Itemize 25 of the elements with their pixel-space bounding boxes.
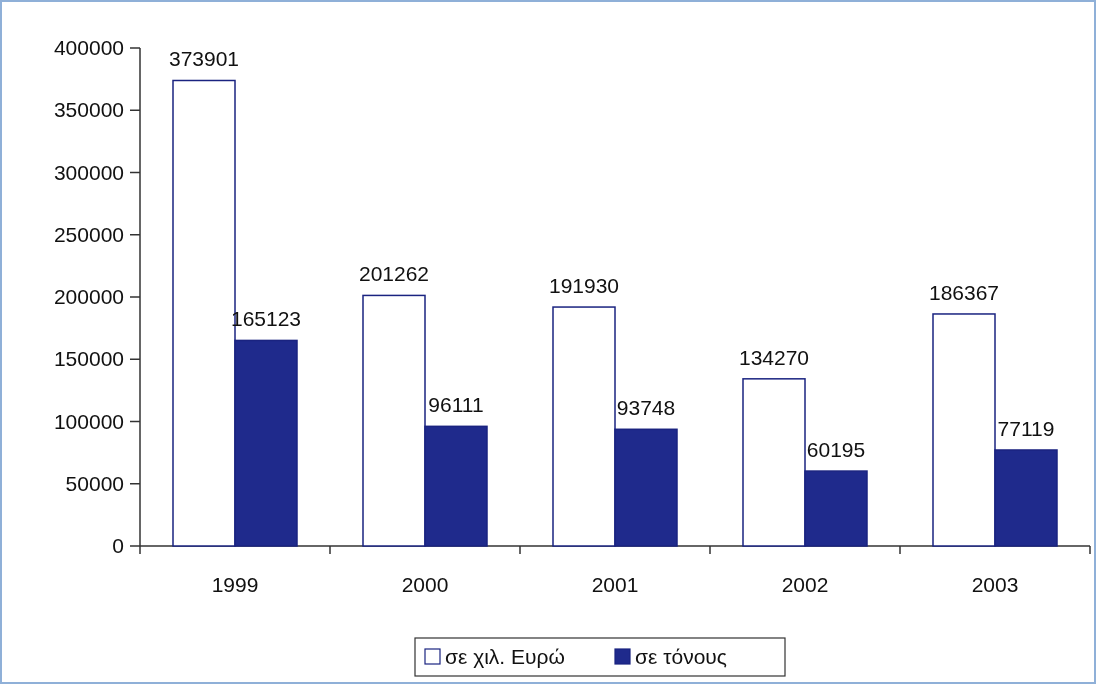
data-label: 134270 xyxy=(738,345,810,369)
data-label: 96111 xyxy=(428,393,484,417)
y-tick-label: 400000 xyxy=(53,36,124,59)
data-label: 201262 xyxy=(358,262,430,286)
x-tick-label: 1999 xyxy=(211,573,259,596)
data-label: 77119 xyxy=(997,416,1055,440)
y-tick-label: 200000 xyxy=(53,285,124,308)
data-label: 93748 xyxy=(616,396,676,420)
x-tick-label: 2002 xyxy=(781,573,829,596)
y-tick-label: 150000 xyxy=(53,347,124,371)
y-tick-label: 300000 xyxy=(53,160,124,184)
y-tick-label: 0 xyxy=(112,534,124,557)
data-label: 186367 xyxy=(928,280,1000,304)
data-label: 60195 xyxy=(806,438,866,462)
data-label: 191930 xyxy=(548,274,620,298)
legend-label: σε χιλ. Ευρώ xyxy=(445,645,565,668)
y-tick-label: 100000 xyxy=(53,409,124,433)
x-tick-label: 2001 xyxy=(591,573,639,596)
y-tick-label: 350000 xyxy=(53,98,124,122)
y-tick-label: 250000 xyxy=(53,222,124,246)
y-tick-label: 50000 xyxy=(65,471,124,495)
x-tick-label: 2003 xyxy=(971,573,1019,596)
legend-label: σε τόνους xyxy=(635,645,727,668)
x-tick-label: 2000 xyxy=(401,573,449,596)
data-label: 373901 xyxy=(168,47,240,71)
